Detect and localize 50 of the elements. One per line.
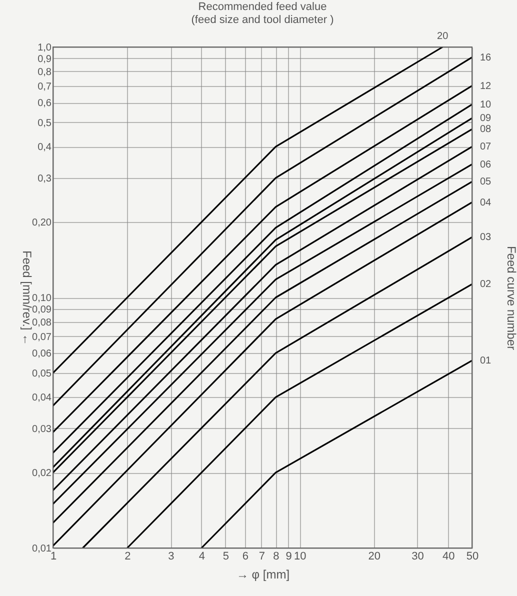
x-tick-label: 9	[286, 550, 292, 562]
y-tick-label: 1,0	[38, 42, 52, 54]
y-tick-label: 0,03	[32, 424, 52, 435]
x-tick-label: 8	[273, 550, 280, 562]
y-tick-label: 0,9	[38, 54, 52, 65]
series-label: 03	[480, 232, 492, 244]
y-tick-label: 0,07	[32, 332, 52, 343]
y-tick-label: 0,6	[38, 98, 52, 110]
y-tick-label: 0,20	[32, 218, 52, 229]
y-tick-label: 0,10	[32, 293, 52, 304]
x-tick-label: 7	[258, 550, 265, 562]
series-label: 20	[437, 31, 449, 42]
x-tick-label: 30	[412, 550, 424, 562]
x-tick-label: 10	[294, 550, 306, 562]
x-tick-label: 3	[168, 550, 174, 562]
y-tick-label: 0,06	[32, 348, 52, 360]
y-tick-label: 0,02	[32, 468, 52, 480]
series-label: 05	[480, 176, 492, 188]
series-label: 02	[480, 279, 492, 290]
y-tick-label: 0,01	[32, 544, 52, 554]
series-label: 08	[480, 124, 492, 136]
x-tick-label: 1	[50, 550, 57, 562]
y-tick-label: 0,09	[32, 304, 52, 316]
series-label: 10	[480, 99, 492, 110]
y-tick-label: 0,05	[32, 368, 52, 380]
x-tick-label: 20	[368, 550, 380, 562]
y-tick-label: 0,3	[38, 173, 52, 184]
x-tick-label: 5	[222, 550, 229, 562]
series-label: 07	[480, 142, 492, 153]
y-tick-label: 0,04	[32, 392, 52, 404]
series-label: 09	[480, 113, 492, 124]
series-label: 06	[480, 159, 492, 170]
x-tick-label: 6	[242, 550, 248, 562]
series-label: 12	[480, 80, 492, 92]
y-tick-label: 0,7	[38, 81, 52, 92]
text: Recommended feed value	[198, 1, 327, 13]
y-tick-label: 0,8	[38, 66, 52, 78]
x-axis-title: → φ [mm]	[236, 568, 290, 582]
x-tick-label: 40	[442, 550, 455, 562]
x-tick-label: 4	[198, 550, 206, 562]
x-tick-label: 50	[466, 550, 479, 562]
y-tick-label: 0,08	[32, 317, 52, 328]
series-label: 01	[480, 356, 492, 367]
series-label: 04	[480, 197, 492, 208]
x-tick-label: 2	[124, 550, 131, 562]
y-tick-label: 0,4	[38, 142, 52, 154]
y2-axis-title: Feed curve number	[504, 246, 517, 350]
series-label: 16	[480, 52, 492, 64]
y-tick-label: 0,5	[38, 118, 52, 129]
text: (feed size and tool diameter )	[191, 14, 334, 26]
